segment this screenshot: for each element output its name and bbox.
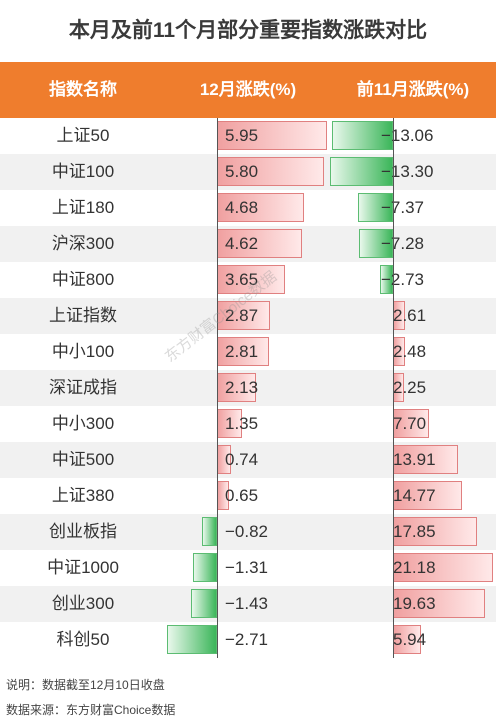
index-name: 上证50: [56, 126, 110, 145]
ytd-bar: [393, 589, 486, 618]
index-name: 上证指数: [49, 306, 117, 325]
dec-bar: [217, 157, 325, 186]
dec-value: −1.31: [225, 558, 269, 577]
ytd-bar: [358, 229, 393, 258]
dec-bar: [190, 589, 217, 618]
dec-bar: [217, 193, 304, 222]
ytd-bar: [380, 265, 393, 294]
ytd-bar: [393, 625, 421, 654]
table-row: 沪深300 4.62 −7.28: [0, 226, 496, 262]
chart-title: 本月及前11个月部分重要指数涨跌对比: [68, 19, 428, 42]
dec-value: 5.95: [225, 126, 259, 145]
ytd-value: 7.70: [393, 414, 427, 433]
ytd-value: 17.85: [393, 522, 436, 541]
dec-bar: [217, 373, 257, 402]
dec-bar: [217, 301, 271, 330]
dec-value: −0.82: [225, 522, 269, 541]
table-row: 创业板指 −0.82 17.85: [0, 514, 496, 550]
index-name: 深证成指: [49, 378, 117, 397]
index-name: 沪深300: [51, 234, 115, 253]
dec-value: −1.43: [225, 594, 269, 613]
note-source: 数据来源：东方财富Choice数据: [6, 703, 176, 717]
table-row: 中证1000 −1.31 21.18: [0, 550, 496, 586]
index-name: 中证500: [51, 450, 115, 469]
table-row: 科创50 −2.71 5.94: [0, 622, 496, 658]
table-row: 上证180 4.68 −7.37: [0, 190, 496, 226]
header-ytd: 前11月涨跌(%): [356, 80, 470, 99]
table-row: 中小300 1.35 7.70: [0, 406, 496, 442]
dec-bar: [217, 265, 285, 294]
dec-value: 2.13: [225, 378, 259, 397]
dec-value: 4.68: [225, 198, 259, 217]
ytd-value: 21.18: [393, 558, 436, 577]
dec-bar: [217, 337, 269, 366]
table-row: 中证100 5.80 −13.30: [0, 154, 496, 190]
index-name: 创业板指: [49, 522, 117, 541]
ytd-bar: [358, 193, 393, 222]
ytd-bar: [393, 553, 493, 582]
dec-bar: [192, 553, 217, 582]
dec-bar: [166, 625, 217, 654]
dec-bar: [201, 517, 217, 546]
ytd-value: −2.73: [381, 270, 425, 289]
index-name: 上证180: [51, 198, 115, 217]
ytd-value: 2.61: [393, 306, 427, 325]
ytd-value: 5.94: [393, 630, 427, 649]
ytd-bar: [393, 409, 430, 438]
ytd-value: 2.25: [393, 378, 427, 397]
dec-value: 2.87: [225, 306, 259, 325]
table-header: 指数名称 12月涨跌(%) 前11月涨跌(%): [0, 62, 496, 118]
index-name: 中证100: [51, 162, 115, 181]
dec-value: 4.62: [225, 234, 259, 253]
index-name: 科创50: [56, 630, 110, 649]
table-row: 上证380 0.65 14.77: [0, 478, 496, 514]
header-name: 指数名称: [49, 80, 117, 99]
dec-bar: [217, 121, 328, 150]
ytd-bar: [393, 517, 477, 546]
dec-zero-axis: [217, 118, 218, 658]
index-name: 中小300: [51, 414, 115, 433]
ytd-value: −13.06: [381, 126, 434, 145]
dec-value: 1.35: [225, 414, 259, 433]
ytd-value: 13.91: [393, 450, 436, 469]
dec-value: 3.65: [225, 270, 259, 289]
table-row: 深证成指 2.13 2.25: [0, 370, 496, 406]
index-name: 中证1000: [47, 558, 119, 577]
ytd-bar: [331, 121, 393, 150]
table-row: 创业300 −1.43 19.63: [0, 586, 496, 622]
dec-value: 2.81: [225, 342, 259, 361]
header-dec: 12月涨跌(%): [199, 80, 297, 99]
ytd-value: −7.28: [381, 234, 425, 253]
index-name: 上证380: [51, 486, 115, 505]
ytd-bar: [330, 157, 393, 186]
ytd-value: 2.48: [393, 342, 427, 361]
ytd-value: −7.37: [381, 198, 425, 217]
table-row: 中证500 0.74 13.91: [0, 442, 496, 478]
dec-bar: [217, 229, 303, 258]
ytd-value: 14.77: [393, 486, 436, 505]
ytd-value: 19.63: [393, 594, 436, 613]
note-explain: 说明：数据截至12月10日收盘: [6, 678, 165, 692]
index-name: 中证800: [51, 270, 115, 289]
table-row: 中小100 2.81 2.48: [0, 334, 496, 370]
index-name: 创业300: [51, 594, 115, 613]
dec-value: −2.71: [225, 630, 269, 649]
table-row: 上证指数 2.87 2.61: [0, 298, 496, 334]
dec-value: 0.65: [225, 486, 259, 505]
index-name: 中小100: [51, 342, 115, 361]
ytd-zero-axis: [393, 118, 394, 658]
table-row: 上证50 5.95 −13.06: [0, 118, 496, 154]
dec-value: 0.74: [225, 450, 259, 469]
ytd-bar: [393, 445, 459, 474]
table-row: 中证800 3.65 −2.73: [0, 262, 496, 298]
dec-value: 5.80: [225, 162, 259, 181]
ytd-value: −13.30: [381, 162, 434, 181]
dec-bar: [217, 409, 242, 438]
